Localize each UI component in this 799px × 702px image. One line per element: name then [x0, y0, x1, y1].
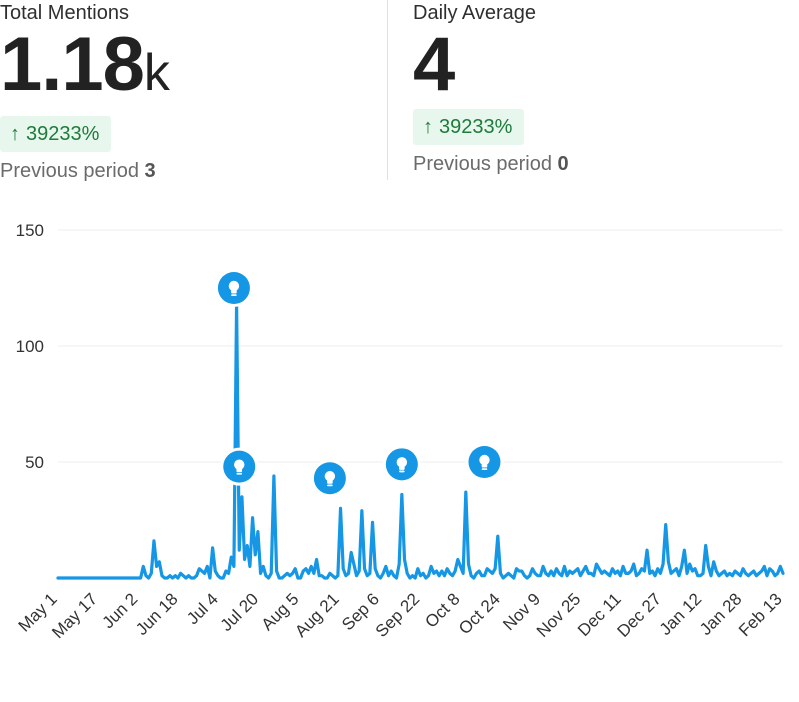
daily-average-value: 4 — [413, 22, 455, 107]
bulb-neck — [481, 463, 488, 468]
lightbulb-marker — [465, 443, 504, 481]
x-tick-label: Sep 22 — [372, 589, 424, 641]
bulb-glass — [396, 457, 408, 468]
lightbulb-marker — [310, 459, 349, 498]
bulb-neck — [236, 468, 243, 473]
lightbulb-icon — [228, 280, 240, 296]
bulb-neck — [231, 289, 237, 294]
previous-period-label: Previous period — [0, 160, 139, 182]
daily-average-delta: 39233% — [439, 116, 513, 138]
arrow-up-icon: ↑ — [423, 116, 433, 138]
x-tick-label: Jan 28 — [696, 589, 746, 639]
x-tick-label: Jul 20 — [217, 589, 263, 635]
bulb-glass — [228, 280, 240, 292]
x-tick-label: Jan 12 — [656, 589, 706, 639]
y-tick-label: 50 — [25, 453, 44, 472]
lightbulb-marker — [220, 447, 259, 486]
bulb-base — [327, 484, 333, 487]
x-tick-label: Nov 25 — [533, 589, 585, 641]
x-tick-label: Dec 27 — [613, 589, 665, 641]
bulb-glass — [234, 459, 245, 470]
total-mentions-previous: Previous period 3 — [0, 158, 388, 184]
previous-period-value: 0 — [557, 153, 569, 175]
x-tick-label: Jun 18 — [132, 589, 182, 639]
bulb-base — [399, 470, 405, 473]
bulb-base — [481, 468, 488, 470]
lightbulb-icon — [234, 459, 245, 475]
y-tick-label: 100 — [16, 337, 44, 356]
bulb-glass — [479, 454, 490, 466]
arrow-up-icon: ↑ — [10, 123, 20, 145]
x-tick-label: Jul 4 — [183, 589, 222, 628]
x-tick-label: Feb 13 — [735, 589, 786, 640]
total-mentions-unit: k — [143, 44, 170, 102]
total-mentions-value: 1.18k — [0, 26, 388, 112]
x-tick-label: May 17 — [48, 589, 101, 642]
total-mentions-number: 1.18 — [0, 22, 145, 107]
bulb-glass — [324, 471, 336, 482]
bulb-neck — [399, 465, 405, 470]
total-mentions-label: Total Mentions — [0, 2, 129, 24]
x-tick-label: Aug 21 — [291, 589, 343, 641]
lightbulb-marker — [214, 269, 253, 307]
daily-average-label: Daily Average — [413, 2, 537, 24]
previous-period-value: 3 — [144, 160, 156, 182]
stats-divider — [387, 0, 388, 180]
daily-average-card: Daily Average 4 ↑ 39233% Previous period … — [413, 0, 793, 177]
series-line — [56, 302, 785, 580]
lightbulb-icon — [324, 471, 336, 487]
total-mentions-delta: 39233% — [26, 123, 100, 145]
total-mentions-delta-badge: ↑ 39233% — [0, 116, 112, 152]
daily-average-previous: Previous period 0 — [413, 151, 793, 177]
lightbulb-marker — [382, 445, 421, 484]
y-tick-label: 150 — [16, 221, 44, 240]
bulb-base — [236, 472, 243, 475]
x-tick-label: Oct 24 — [455, 589, 504, 638]
previous-period-label: Previous period — [413, 153, 552, 175]
lightbulb-icon — [479, 454, 490, 470]
daily-average-delta-badge: ↑ 39233% — [413, 109, 525, 145]
lightbulb-icon — [396, 457, 408, 473]
total-mentions-card: Total Mentions 1.18k ↑ 39233% Previous pe… — [0, 0, 388, 184]
bulb-neck — [327, 479, 333, 484]
bulb-base — [231, 294, 237, 296]
